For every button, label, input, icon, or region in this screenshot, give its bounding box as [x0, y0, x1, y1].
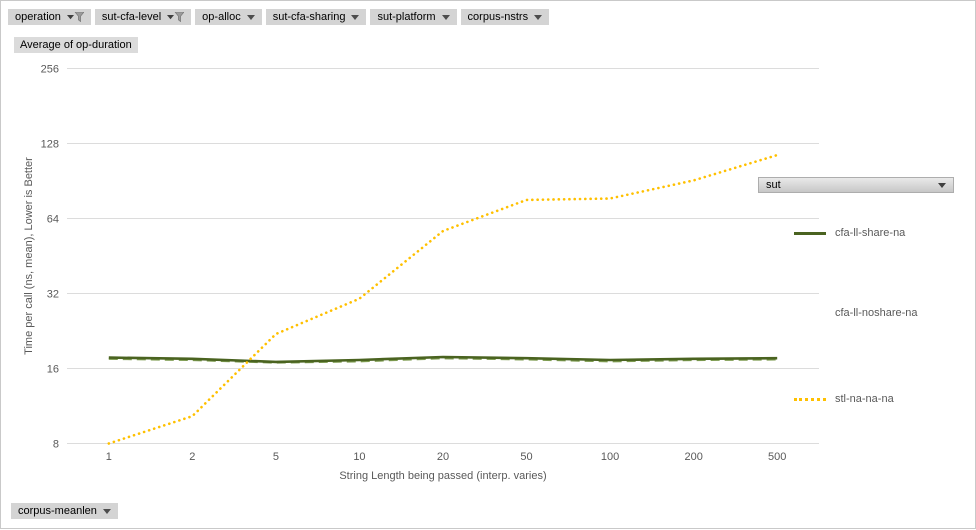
x-tick-label: 2 — [189, 451, 195, 463]
y-tick-label: 8 — [53, 439, 59, 451]
chevron-down-icon — [351, 14, 360, 20]
legend-item-cfa-ll-noshare-na[interactable]: cfa-ll-noshare-na — [794, 305, 969, 321]
filter-button-label: operation — [15, 11, 61, 23]
series-cfa-ll-share-na — [108, 355, 778, 364]
filter-funnel-icon — [66, 12, 84, 22]
x-tick-label: 10 — [353, 451, 365, 463]
x-tick-label: 5 — [273, 451, 279, 463]
x-tick-label: 50 — [520, 451, 532, 463]
filter-button-sut-cfa-level[interactable]: sut-cfa-level — [94, 9, 192, 25]
filter-button-corpus-nstrs[interactable]: corpus-nstrs — [460, 9, 550, 25]
y-axis-title: Time per call (ns, mean), Lower is Bette… — [23, 157, 35, 355]
value-field-button[interactable]: Average of op-duration — [14, 37, 138, 53]
filter-button-op-alloc[interactable]: op-alloc — [195, 9, 262, 25]
y-tick-label: 32 — [47, 289, 59, 301]
chevron-down-icon — [102, 508, 111, 514]
x-tick-label: 20 — [437, 451, 449, 463]
filter-button-operation[interactable]: operation — [8, 9, 91, 25]
y-tick-label: 256 — [41, 64, 59, 76]
filter-funnel-icon — [167, 12, 185, 22]
filter-button-sut-cfa-sharing[interactable]: sut-cfa-sharing — [265, 9, 367, 25]
legend-item-stl-na-na-na[interactable]: stl-na-na-na — [794, 391, 969, 407]
y-tick-label: 16 — [47, 364, 59, 376]
chevron-down-icon — [441, 14, 450, 20]
legend-label: cfa-ll-share-na — [835, 227, 906, 239]
legend-swatch-solid-line — [794, 231, 826, 235]
filter-button-row: operation sut-cfa-level op-alloc sut-cfa… — [8, 9, 550, 25]
legend-label: stl-na-na-na — [835, 393, 894, 405]
filter-button-label: corpus-nstrs — [467, 11, 529, 23]
filter-button-sut-platform[interactable]: sut-platform — [370, 9, 457, 25]
legend-label: cfa-ll-noshare-na — [835, 307, 918, 319]
axis-field-label: corpus-meanlen — [18, 505, 97, 517]
legend-field-dropdown[interactable]: sut — [758, 177, 954, 193]
chevron-down-icon — [246, 14, 255, 20]
legend-field-label: sut — [766, 179, 781, 191]
axis-field-button-corpus-meanlen[interactable]: corpus-meanlen — [11, 503, 118, 519]
filter-button-label: sut-cfa-sharing — [272, 11, 346, 23]
series-stl-na-na-na — [107, 153, 779, 445]
y-tick-label: 64 — [47, 214, 59, 226]
legend-item-cfa-ll-share-na[interactable]: cfa-ll-share-na — [794, 225, 969, 241]
filter-button-label: op-alloc — [202, 11, 241, 23]
x-tick-label: 500 — [768, 451, 786, 463]
chevron-down-icon — [938, 182, 946, 188]
x-tick-label: 200 — [684, 451, 702, 463]
y-tick-label: 128 — [41, 139, 59, 151]
chevron-down-icon — [534, 14, 543, 20]
x-axis-title: String Length being passed (interp. vari… — [339, 470, 546, 482]
filter-button-label: sut-cfa-level — [101, 11, 162, 23]
x-tick-label: 100 — [601, 451, 619, 463]
x-tick-label: 1 — [106, 451, 112, 463]
filter-button-label: sut-platform — [377, 11, 436, 23]
legend-swatch-dotted-line — [794, 397, 826, 401]
